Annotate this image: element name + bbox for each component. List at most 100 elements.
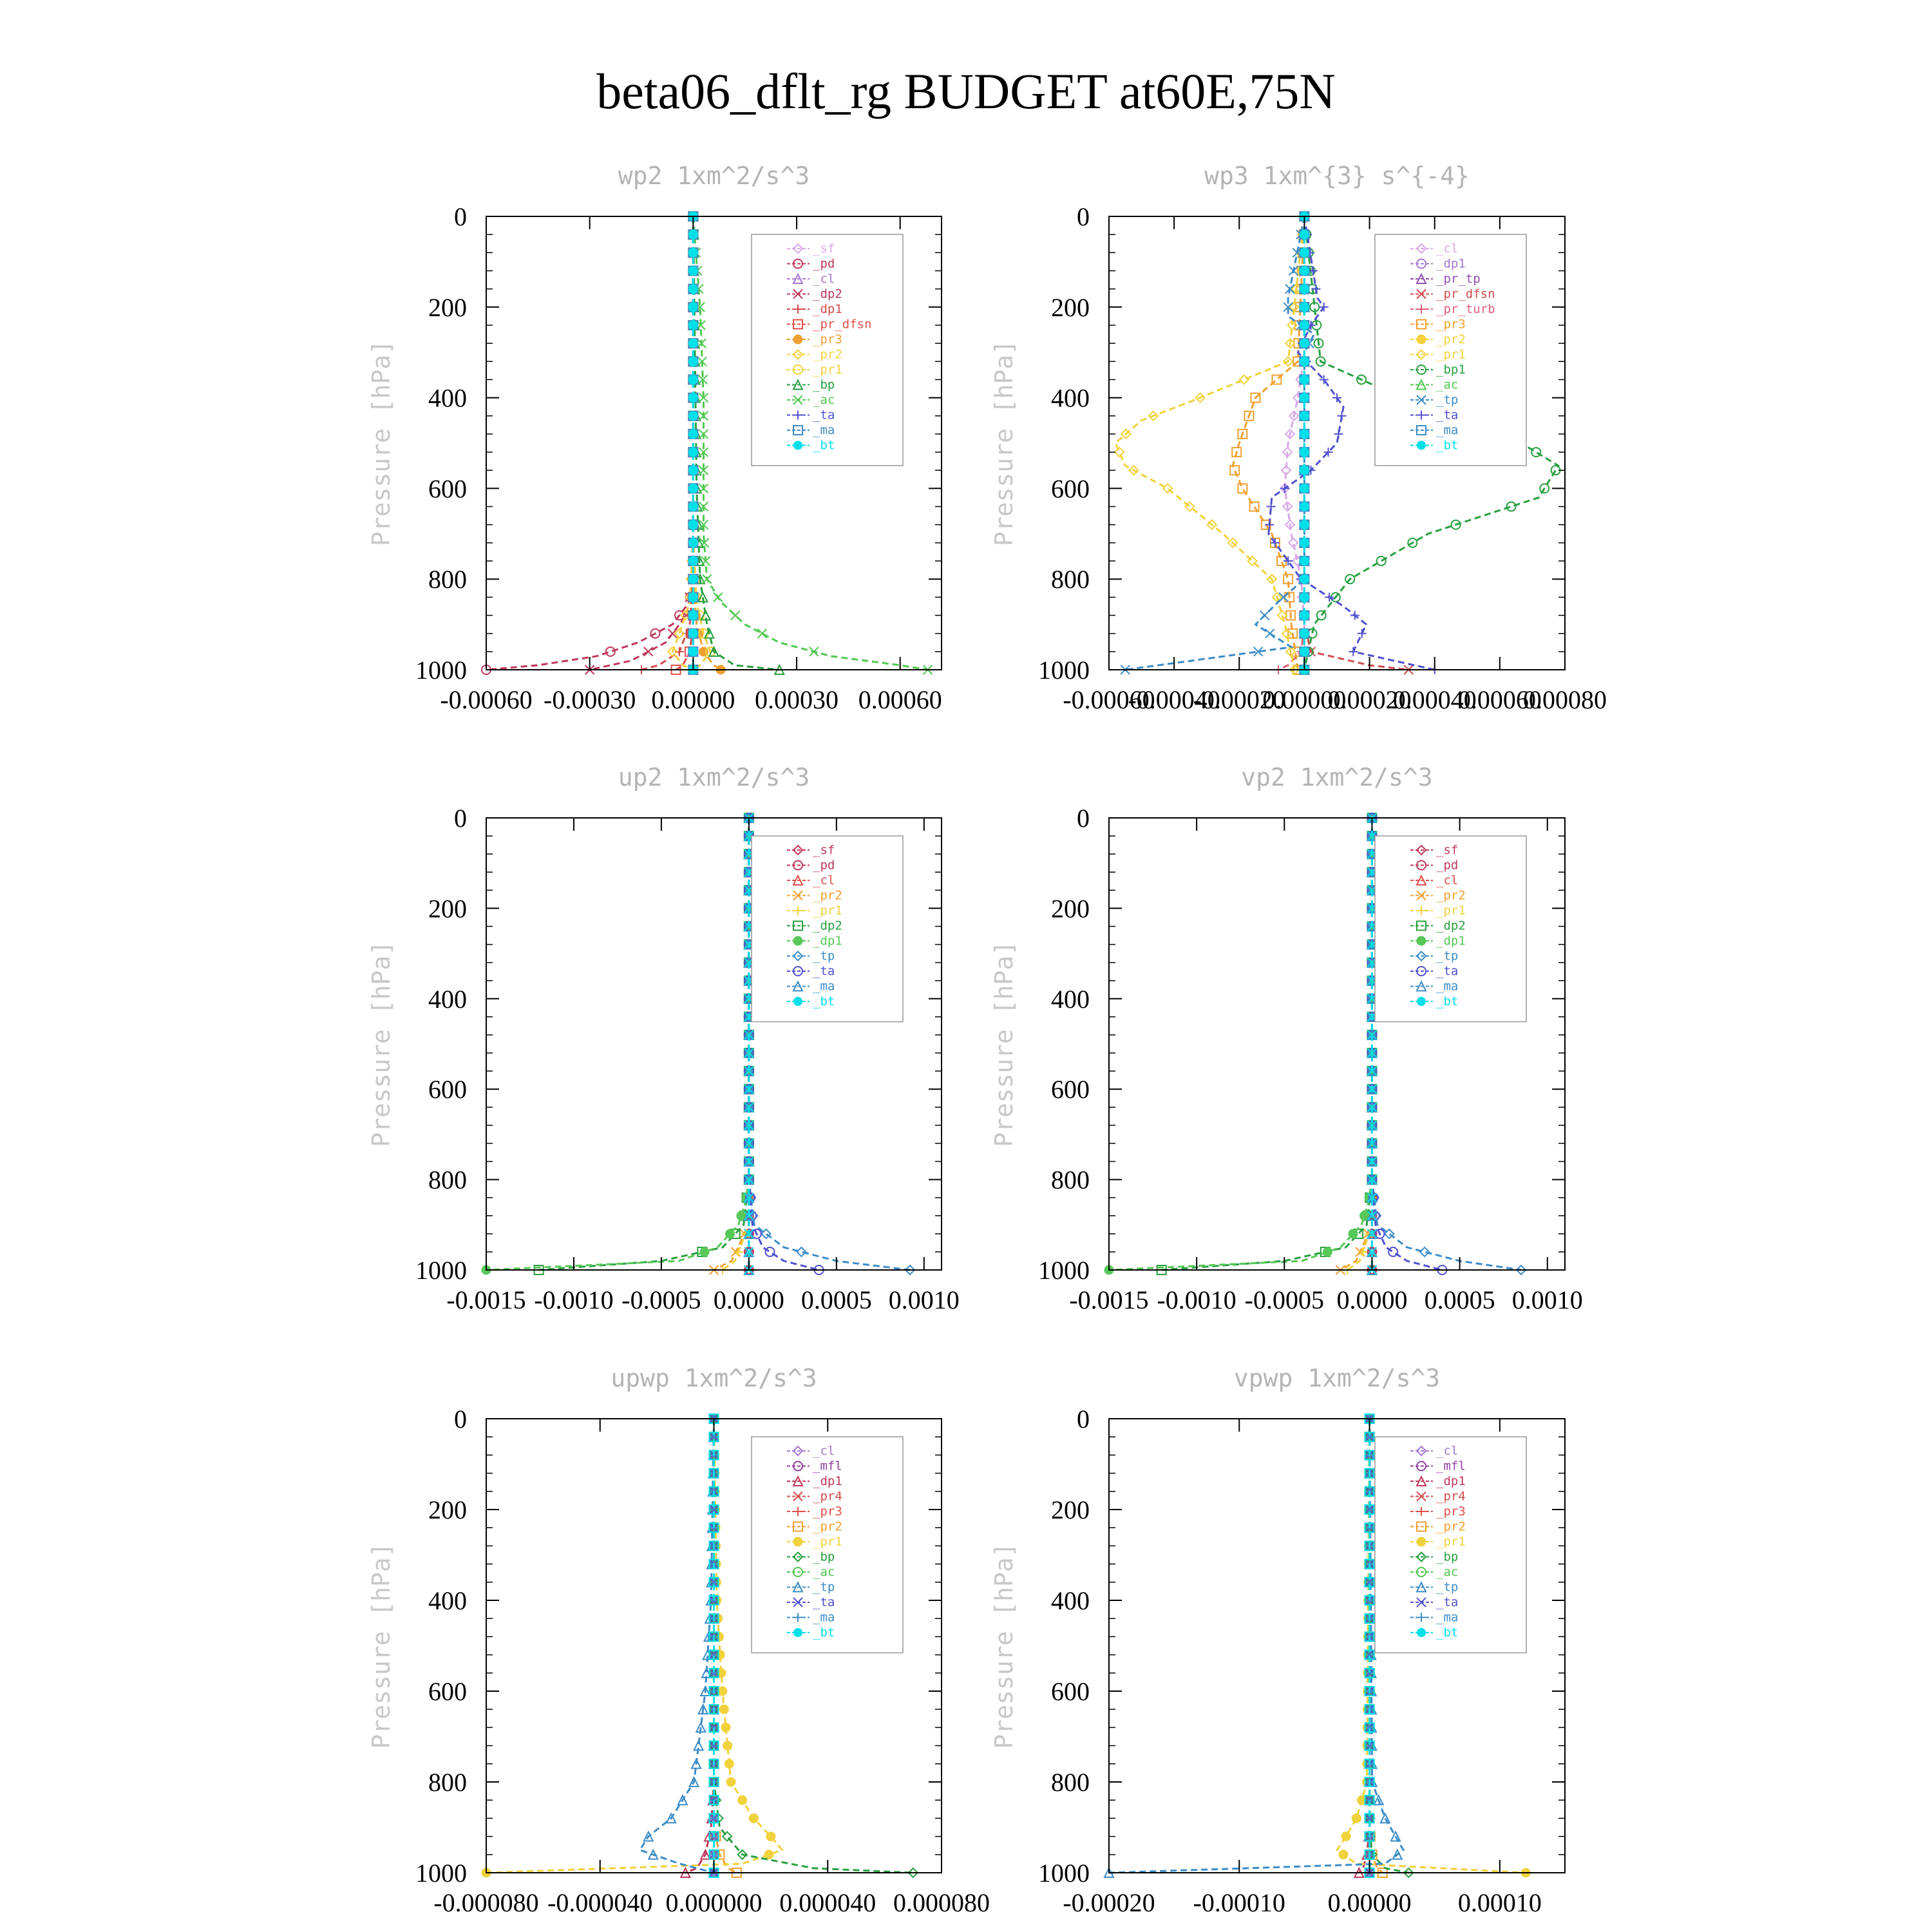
data-point [1284, 519, 1296, 531]
data-point [1231, 447, 1242, 458]
y-tick-label: 1000 [415, 1256, 467, 1285]
data-point [688, 447, 698, 457]
series-pr1 [1113, 211, 1310, 676]
data-point [1299, 229, 1309, 240]
x-tick-label: -0.0010 [1157, 1285, 1236, 1314]
legend-label: _pr4 [1436, 1490, 1466, 1504]
y-tick-label: 1000 [1038, 656, 1090, 685]
data-point [1366, 920, 1378, 932]
data-point [1366, 1010, 1378, 1022]
data-point [1162, 482, 1173, 494]
x-tick-label: -0.000040 [547, 1888, 652, 1917]
data-point [1374, 1228, 1385, 1239]
legend-marker [793, 966, 803, 976]
data-point [1364, 1831, 1375, 1842]
legend-label: _ta [1436, 408, 1458, 422]
data-point [1364, 1631, 1375, 1642]
legend-marker [793, 906, 802, 915]
x-tick-label: 0.000080 [893, 1888, 990, 1917]
data-point [1367, 1174, 1378, 1185]
data-point [1364, 1522, 1375, 1533]
panel-1: wp2 1xm^2/s^3 Pressure [hPa] 0 200 400 600 800… [367, 162, 942, 714]
data-point [688, 229, 698, 240]
legend-marker [1416, 1491, 1426, 1502]
legend-marker [793, 860, 803, 871]
panel-grid: wp2 1xm^2/s^3 Pressure [hPa] 0 200 400 600 800… [367, 162, 1607, 1917]
y-tick-label: 400 [428, 1586, 467, 1615]
y-tick-label: 800 [428, 1166, 467, 1195]
legend-label: _pr2 [813, 1520, 842, 1534]
legend-label: _pr3 [1436, 1504, 1466, 1519]
data-point [688, 465, 698, 475]
legend-marker [793, 1461, 803, 1472]
data-point [1367, 1229, 1378, 1239]
data-point [1247, 555, 1258, 567]
data-point [708, 1722, 719, 1733]
panel-title: vp2 1xm^2/s^3 [1241, 763, 1432, 791]
legend-marker [793, 920, 803, 931]
legend-marker [792, 844, 804, 856]
data-point [1358, 1247, 1368, 1256]
data-point [744, 1030, 754, 1040]
legend-marker [792, 1475, 804, 1486]
data-point [736, 1211, 746, 1221]
series-bt [1364, 1414, 1375, 1878]
data-point [748, 1813, 759, 1823]
data-point [737, 1849, 748, 1861]
data-point [1364, 1468, 1375, 1479]
data-point [1278, 592, 1289, 603]
legend-label: _dp2 [1436, 919, 1466, 933]
y-tick-label: 200 [1051, 894, 1090, 923]
data-point [698, 429, 709, 439]
data-point [1299, 483, 1309, 493]
data-point [667, 646, 678, 658]
legend-marker [1416, 425, 1426, 435]
legend: _cl_mfl_dp1 _pr4_pr3_pr2_pr1_bp_ac_tp_ta _… [1374, 1436, 1527, 1654]
y-tick-label: 200 [1051, 1495, 1090, 1524]
legend-marker [793, 890, 803, 901]
legend-label: _ta [813, 964, 835, 978]
series-bt [708, 1414, 719, 1878]
data-point [1299, 284, 1309, 294]
data-point [1299, 574, 1309, 584]
legend-marker [793, 425, 803, 435]
legend-marker [793, 305, 802, 314]
series-tp [1103, 1412, 1405, 1878]
data-point [688, 629, 698, 639]
legend-marker [1416, 1475, 1427, 1486]
data-point [737, 1795, 748, 1805]
data-point [1287, 537, 1299, 549]
legend-label: _sf [813, 843, 835, 857]
legend-label: _sf [1436, 843, 1458, 857]
data-point [708, 1686, 719, 1696]
y-tick-label: 200 [428, 1495, 467, 1524]
data-point [1311, 284, 1321, 294]
data-point [1364, 1577, 1375, 1587]
legend-marker [793, 289, 803, 299]
data-point [688, 356, 698, 366]
data-point [688, 556, 698, 566]
legend-marker [1416, 395, 1426, 405]
legend-label: _ma [1436, 980, 1458, 994]
legend-label: _cl [813, 272, 835, 286]
legend-marker [1416, 980, 1427, 992]
data-point [1287, 628, 1298, 639]
legend-marker [1416, 920, 1426, 931]
legend-label: _bp [813, 378, 835, 392]
legend-marker [1416, 951, 1427, 961]
legend-label: _ac [813, 1565, 835, 1579]
legend-label: _pr1 [813, 1535, 842, 1549]
y-tick-label: 800 [1051, 565, 1090, 594]
data-point [700, 556, 711, 566]
legend-marker [1416, 365, 1426, 375]
data-point [708, 1795, 719, 1806]
series-line [1114, 216, 1305, 670]
x-tick-label: 0.0000 [1336, 1285, 1407, 1314]
data-point [698, 520, 709, 530]
legend-label: _pr1 [813, 363, 842, 377]
data-point [1283, 302, 1293, 312]
data-point [1285, 283, 1295, 294]
data-point [1392, 1848, 1403, 1860]
data-point [1266, 573, 1278, 585]
y-tick-label: 600 [1051, 474, 1090, 503]
